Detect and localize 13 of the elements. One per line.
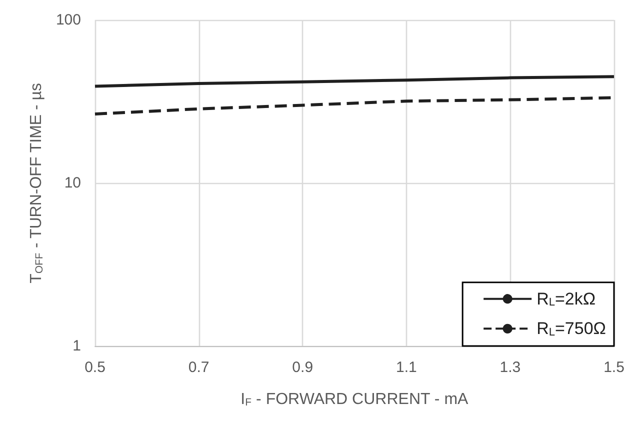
x-tick-label: 1.1	[396, 359, 417, 376]
x-tick-label: 0.9	[292, 359, 314, 376]
x-tick-label: 0.5	[84, 359, 106, 376]
x-tick-label: 1.5	[604, 359, 624, 376]
x-tick-label: 1.3	[500, 359, 521, 376]
y-axis-title: TOFF - TURN-OFF TIME - µs	[28, 82, 46, 284]
legend-label: RL=750Ω	[536, 319, 606, 338]
y-tick-label: 100	[56, 12, 81, 28]
legend-label: RL=2kΩ	[536, 289, 596, 309]
y-tick-label: 10	[64, 174, 81, 192]
line-series	[94, 75, 616, 88]
y-tick-label: 1	[72, 338, 81, 354]
x-tick-label: 0.7	[188, 359, 210, 376]
